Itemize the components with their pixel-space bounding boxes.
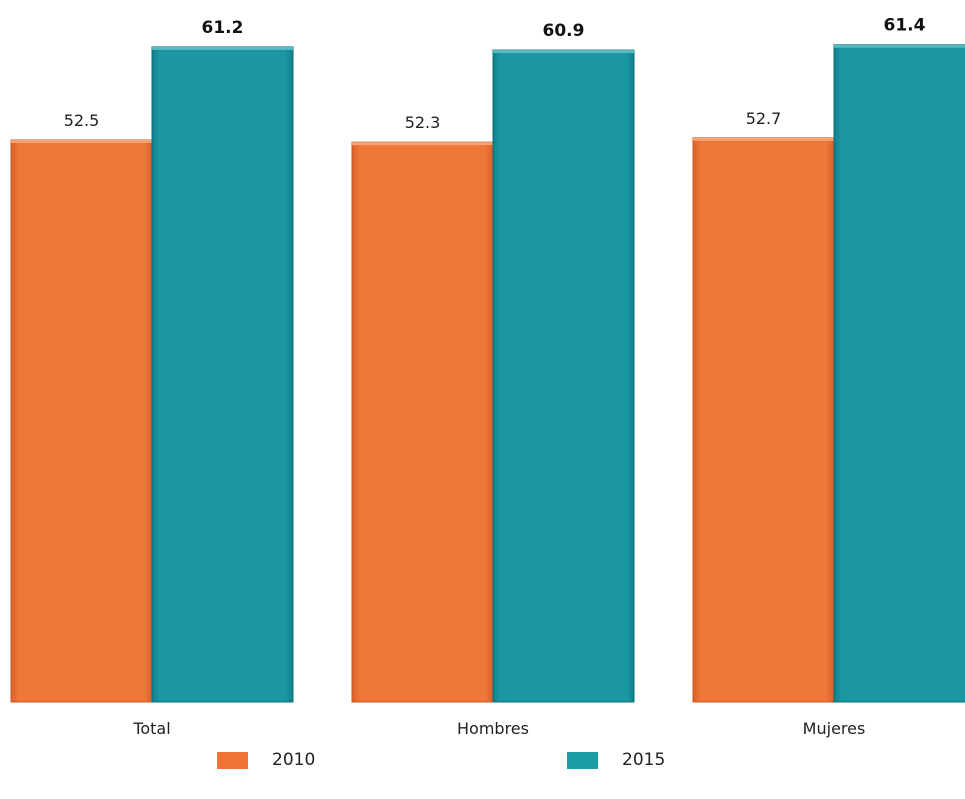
data-label-mujeres-2010: 52.7 [746, 109, 782, 128]
bar-mujeres-2010 [692, 137, 835, 703]
category-label-mujeres: Mujeres [803, 719, 866, 738]
bar-total-2015 [151, 46, 294, 703]
bar-highlight [493, 50, 634, 54]
bar-highlight [834, 44, 965, 48]
legend-label-2010: 2010 [272, 750, 316, 770]
data-label-total-2010: 52.5 [64, 111, 100, 130]
data-label-hombres-2010: 52.3 [405, 113, 441, 132]
legend-swatch-2010 [217, 751, 248, 769]
bar-hombres-2010 [351, 141, 494, 703]
legend-item-2015: 2015 [567, 750, 665, 770]
data-label-mujeres-2015: 61.4 [884, 16, 926, 36]
bar-highlight [152, 46, 293, 50]
bar-highlight [11, 140, 152, 143]
legend-item-2010: 2010 [217, 750, 315, 770]
bar-highlight [693, 137, 834, 141]
category-label-hombres: Hombres [457, 719, 529, 738]
legend-swatch-2015 [567, 751, 598, 769]
data-label-total-2015: 61.2 [202, 18, 244, 38]
bar-highlight [352, 142, 493, 146]
legend-label-2015: 2015 [622, 750, 666, 770]
bar-total-2010 [10, 139, 153, 703]
bar-hombres-2015 [492, 49, 635, 703]
data-label-hombres-2015: 60.9 [543, 21, 585, 41]
category-label-total: Total [132, 719, 170, 738]
bar-mujeres-2015 [833, 44, 965, 703]
